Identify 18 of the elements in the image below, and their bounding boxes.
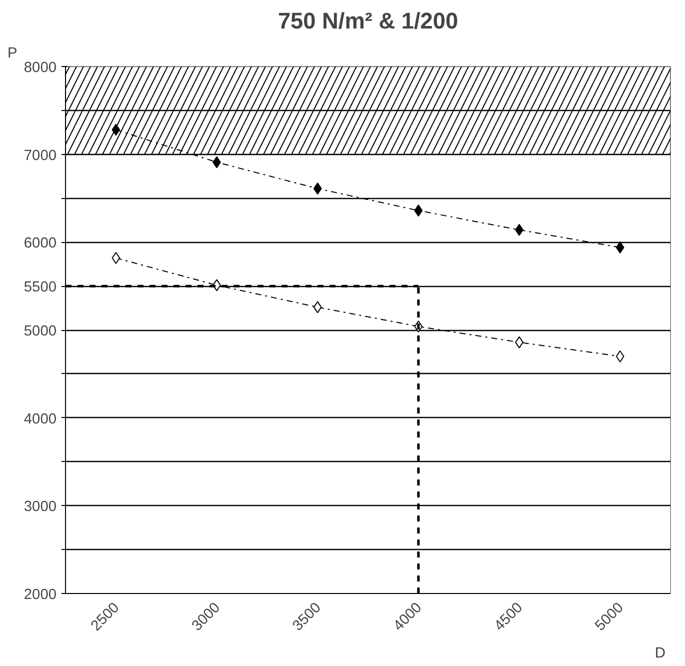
point — [616, 350, 624, 362]
point — [616, 241, 624, 254]
y-axis-title: P — [8, 46, 18, 62]
y-tick-label: 7000 — [24, 148, 57, 164]
chart-title: 750 N/m² & 1/200 — [278, 8, 458, 34]
y-tick-label: 4000 — [24, 411, 57, 428]
y-tick-label: 8000 — [24, 60, 57, 76]
y-tick-label: 2000 — [24, 587, 57, 603]
point — [112, 124, 120, 136]
y-tick-label: 6000 — [24, 236, 57, 252]
y-tick-label: 5000 — [24, 324, 57, 340]
point — [112, 252, 120, 264]
point — [414, 204, 423, 217]
point — [313, 301, 322, 314]
point — [313, 182, 322, 195]
y-tick-label: 3000 — [24, 499, 57, 516]
x-axis-title: D — [654, 646, 666, 662]
y-tick-label: 5500 — [24, 280, 57, 296]
